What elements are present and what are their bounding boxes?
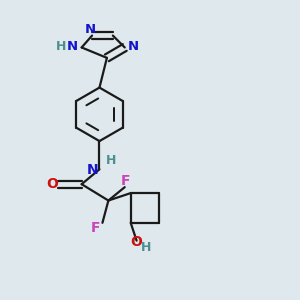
Text: H: H [106,154,116,167]
Text: H: H [56,40,67,53]
Text: H: H [141,241,151,254]
Text: N: N [67,40,78,53]
Text: N: N [85,22,96,35]
Text: N: N [87,163,99,177]
Text: F: F [91,221,101,235]
Text: O: O [46,177,58,191]
Text: F: F [121,174,131,188]
Text: O: O [131,235,142,249]
Text: N: N [128,40,139,53]
